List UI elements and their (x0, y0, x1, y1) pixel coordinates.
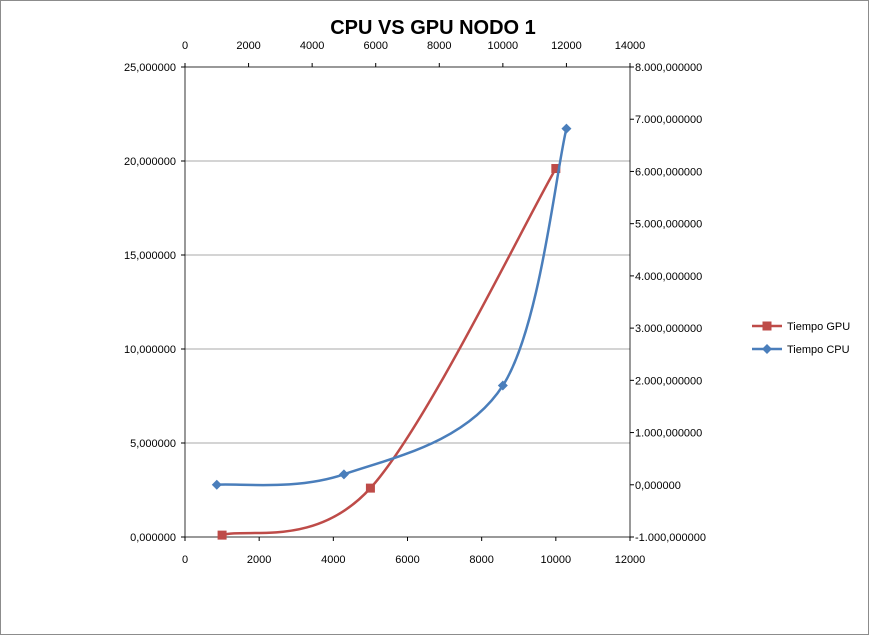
tiempo-cpu-point (211, 479, 222, 490)
y-left-tick-label: 0,000000 (130, 532, 176, 544)
y-left-tick-label: 15,000000 (124, 250, 176, 262)
y-right-tick-label: 0,000000 (635, 480, 681, 492)
y-right-tick-label: -1.000,000000 (635, 532, 706, 544)
x-bottom-tick-label: 4000 (321, 554, 345, 566)
tiempo-gpu-point (217, 530, 227, 540)
x-top-tick-label: 0 (182, 40, 188, 52)
y-right-tick-label: 3.000,000000 (635, 323, 702, 335)
legend-tiempo-gpu-label: Tiempo GPU (787, 321, 850, 333)
tiempo-cpu-point (561, 123, 572, 134)
x-bottom-tick-label: 8000 (469, 554, 493, 566)
x-bottom-tick-label: 6000 (395, 554, 419, 566)
tiempo-cpu-point (497, 380, 508, 391)
y-left-tick-label: 25,000000 (124, 62, 176, 74)
gridlines (185, 160, 630, 444)
x-top-tick-label: 6000 (363, 40, 387, 52)
axis-ticks: 0,000000 5,000000 10,000000 15,000000 20,000… (124, 40, 706, 566)
y-right-tick-label: 4.000,000000 (635, 271, 702, 283)
y-left-tick-label: 20,000000 (124, 156, 176, 168)
legend-tiempo-cpu-marker (762, 344, 772, 354)
tiempo-cpu-point (338, 469, 349, 480)
legend-tiempo-gpu-marker (762, 321, 772, 331)
chart-title: CPU VS GPU NODO 1 (330, 17, 536, 39)
y-right-tick-label: 1.000,000000 (635, 428, 702, 440)
y-right-tick-label: 5.000,000000 (635, 219, 702, 231)
legend-tiempo-cpu-label: Tiempo CPU (787, 344, 850, 356)
x-top-tick-label: 14000 (615, 40, 646, 52)
y-right-tick-label: 7.000,000000 (635, 114, 702, 126)
x-top-tick-label: 4000 (300, 40, 324, 52)
tiempo-gpu-point (365, 483, 375, 493)
tiempo-cpu-line (216, 128, 568, 487)
y-right-tick-label: 6.000,000000 (635, 166, 702, 178)
y-left-tick-label: 5,000000 (130, 438, 176, 450)
x-bottom-tick-label: 12000 (615, 554, 646, 566)
x-top-tick-label: 12000 (551, 40, 582, 52)
x-top-tick-label: 10000 (488, 40, 519, 52)
tiempo-gpu-line (221, 167, 557, 537)
y-right-tick-label: 8.000,000000 (635, 62, 702, 74)
y-right-tick-label: 2.000,000000 (635, 375, 702, 387)
x-top-tick-label: 8000 (427, 40, 451, 52)
x-bottom-tick-label: 0 (182, 554, 188, 566)
tiempo-gpu-point (551, 164, 561, 174)
x-bottom-tick-label: 10000 (541, 554, 572, 566)
x-bottom-tick-label: 2000 (247, 554, 271, 566)
series (211, 123, 572, 540)
x-top-tick-label: 2000 (236, 40, 260, 52)
y-left-tick-label: 10,000000 (124, 344, 176, 356)
legend: Tiempo GPU Tiempo CPU (752, 321, 850, 356)
